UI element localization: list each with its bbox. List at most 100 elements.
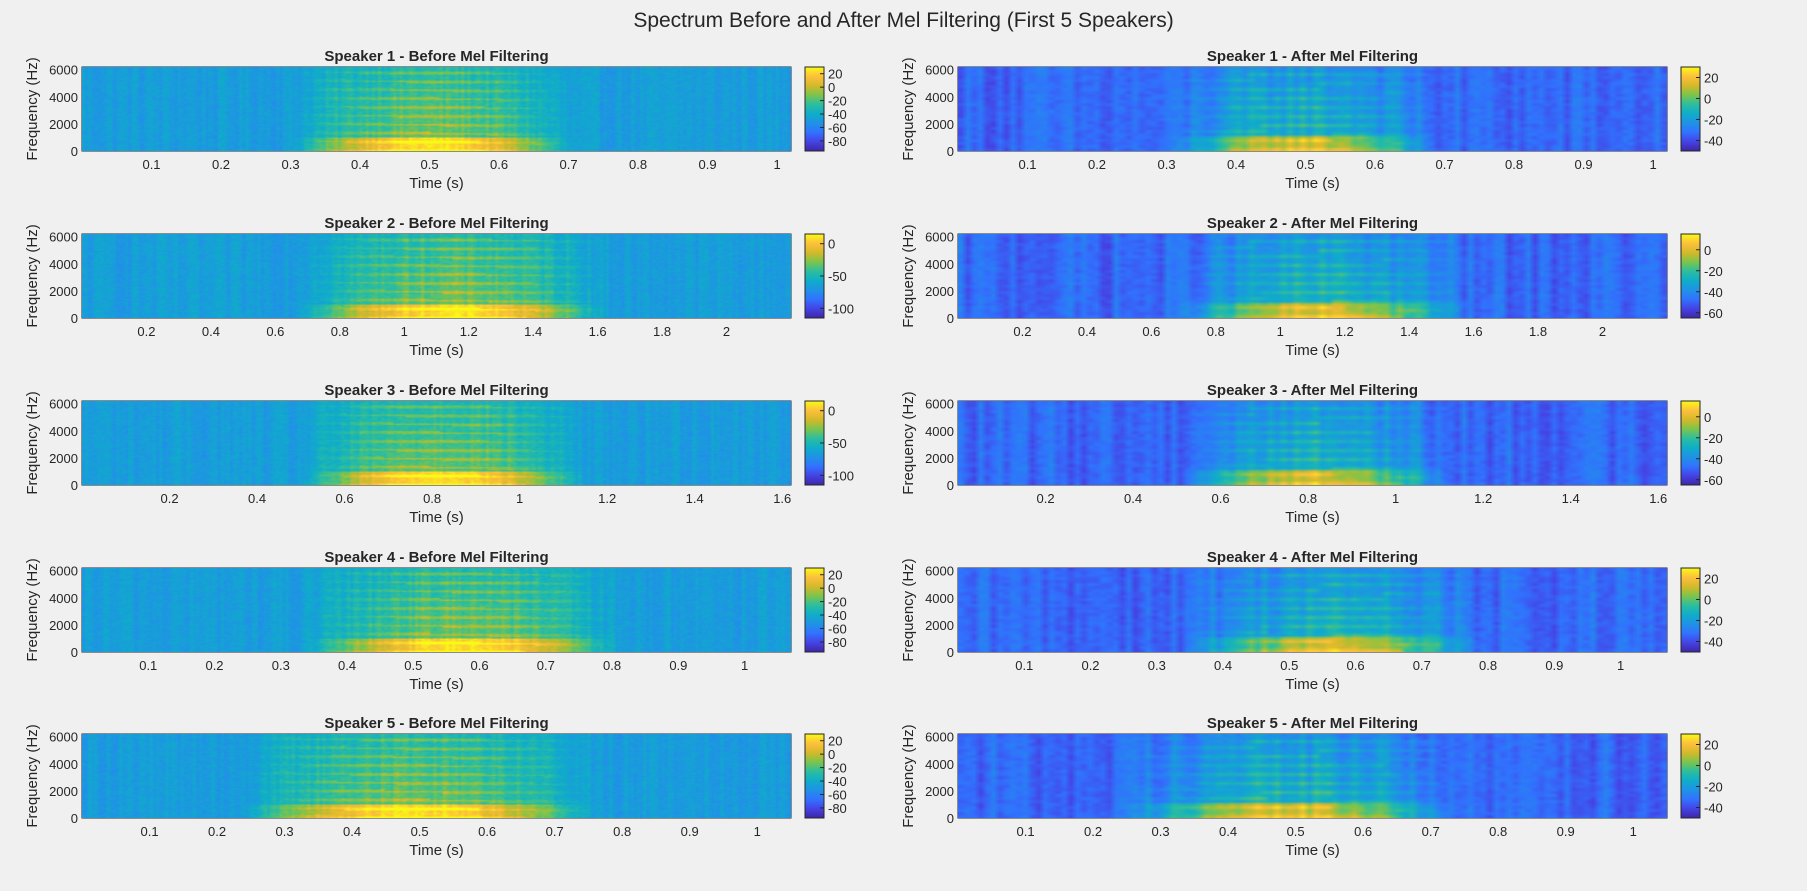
y-tick-label: 4000 <box>49 424 78 439</box>
x-tick-label: 0.3 <box>1152 824 1170 839</box>
x-tick-label: 1 <box>754 824 761 839</box>
y-tick-label: 0 <box>71 811 78 826</box>
y-axis-label: Frequency (Hz) <box>900 724 917 827</box>
x-tick-label: 0.3 <box>272 658 290 673</box>
x-tick-label: 0.4 <box>1219 824 1237 839</box>
colorbar <box>1680 233 1701 319</box>
colorbar-tick-label: 0 <box>828 581 835 596</box>
colorbar-tick-label: -20 <box>828 94 847 109</box>
colorbar-tick-label: -50 <box>828 436 847 451</box>
y-tick-label: 4000 <box>49 591 78 606</box>
y-tick-label: 6000 <box>49 730 78 745</box>
y-tick-label: 6000 <box>49 397 78 412</box>
x-tick-label: 0.8 <box>1489 824 1507 839</box>
y-tick-label: 6000 <box>925 397 954 412</box>
colorbar-tick-label: -80 <box>828 134 847 149</box>
x-tick-label: 0.7 <box>1436 157 1454 172</box>
x-tick-label: 1.8 <box>1529 324 1547 339</box>
x-tick-label: 0.7 <box>537 658 555 673</box>
x-tick-label: 0.6 <box>490 157 508 172</box>
x-axis-label: Time (s) <box>409 676 463 693</box>
x-tick-label: 0.5 <box>1287 824 1305 839</box>
subplot-title: Speaker 3 - After Mel Filtering <box>1207 382 1418 399</box>
x-tick-label: 0.1 <box>142 157 160 172</box>
x-tick-label: 1 <box>1392 491 1399 506</box>
spectrogram-image <box>958 234 1667 318</box>
x-tick-label: 0.8 <box>603 658 621 673</box>
x-tick-label: 0.9 <box>699 157 717 172</box>
x-tick-label: 0.9 <box>1575 157 1593 172</box>
x-tick-label: 0.1 <box>1015 658 1033 673</box>
y-tick-label: 2000 <box>49 784 78 799</box>
speaker-1-before-mel-filtering-panel: Speaker 1 - Before Mel Filtering 0.1 0.2 0.… <box>24 48 847 192</box>
x-axis-label: Time (s) <box>1285 342 1339 359</box>
x-axis-label: Time (s) <box>409 842 463 859</box>
x-tick-label: 1.4 <box>686 491 704 506</box>
colorbar-tick-label: -40 <box>828 107 847 122</box>
y-tick-label: 2000 <box>49 451 78 466</box>
x-tick-label: 0.6 <box>1142 324 1160 339</box>
y-tick-label: 6000 <box>925 230 954 245</box>
x-tick-label: 1 <box>401 324 408 339</box>
colorbar-tick-label: -20 <box>828 595 847 610</box>
colorbar-tick-label: 0 <box>1704 410 1711 425</box>
subplot-title: Speaker 5 - After Mel Filtering <box>1207 715 1418 732</box>
y-tick-label: 4000 <box>925 591 954 606</box>
x-tick-label: 0.6 <box>1366 157 1384 172</box>
x-axis-label: Time (s) <box>1285 676 1339 693</box>
colorbar-tick-label: -40 <box>1704 452 1723 467</box>
x-tick-label: 1 <box>516 491 523 506</box>
colorbar-tick-label: 0 <box>828 80 835 95</box>
x-tick-label: 0.4 <box>1227 157 1245 172</box>
x-tick-label: 1 <box>1630 824 1637 839</box>
x-tick-label: 0.5 <box>1280 658 1298 673</box>
colorbar-tick-label: 20 <box>1704 572 1718 587</box>
colorbar-tick-label: -40 <box>1704 285 1723 300</box>
x-tick-label: 0.8 <box>613 824 631 839</box>
x-tick-label: 0.1 <box>1016 824 1034 839</box>
y-tick-label: 0 <box>71 144 78 159</box>
x-tick-label: 0.8 <box>423 491 441 506</box>
colorbar-tick-label: -20 <box>1704 614 1723 629</box>
x-tick-label: 0.4 <box>1078 324 1096 339</box>
colorbar-tick-label: -40 <box>1704 635 1723 650</box>
x-tick-label: 1.4 <box>1400 324 1418 339</box>
x-tick-label: 0.4 <box>1124 491 1142 506</box>
y-tick-label: 0 <box>947 144 954 159</box>
colorbar-tick-label: 0 <box>1704 593 1711 608</box>
colorbar <box>1680 733 1701 819</box>
x-tick-label: 1.2 <box>598 491 616 506</box>
x-tick-label: 0.8 <box>629 157 647 172</box>
speaker-2-before-mel-filtering-panel: Speaker 2 - Before Mel Filtering 0.2 0.4 0.… <box>24 215 854 359</box>
subplot-title: Speaker 4 - Before Mel Filtering <box>324 549 548 566</box>
x-tick-label: 1 <box>1277 324 1284 339</box>
colorbar-tick-label: -20 <box>828 761 847 776</box>
subplot-title: Speaker 5 - Before Mel Filtering <box>324 715 548 732</box>
y-tick-label: 0 <box>947 311 954 326</box>
y-tick-label: 4000 <box>49 90 78 105</box>
colorbar-tick-label: 20 <box>1704 738 1718 753</box>
colorbar-tick-label: -60 <box>1704 306 1723 321</box>
figure-title: Spectrum Before and After Mel Filtering … <box>633 9 1174 32</box>
x-tick-label: 0.2 <box>1081 658 1099 673</box>
x-tick-label: 0.8 <box>1505 157 1523 172</box>
y-axis-label: Frequency (Hz) <box>900 391 917 494</box>
x-tick-label: 1 <box>1617 658 1624 673</box>
x-tick-label: 0.2 <box>208 824 226 839</box>
x-tick-label: 0.4 <box>1214 658 1232 673</box>
colorbar-tick-label: 0 <box>828 237 835 252</box>
y-axis-label: Frequency (Hz) <box>24 224 41 327</box>
y-tick-label: 6000 <box>925 564 954 579</box>
x-tick-label: 1.8 <box>653 324 671 339</box>
x-tick-label: 0.5 <box>421 157 439 172</box>
x-tick-label: 2 <box>723 324 730 339</box>
y-tick-label: 2000 <box>49 117 78 132</box>
y-axis-label: Frequency (Hz) <box>900 558 917 661</box>
colorbar-tick-label: -60 <box>828 787 847 802</box>
y-axis-label: Frequency (Hz) <box>900 57 917 160</box>
y-axis-label: Frequency (Hz) <box>24 558 41 661</box>
colorbar-tick-label: 0 <box>828 404 835 419</box>
x-tick-label: 0.2 <box>1088 157 1106 172</box>
